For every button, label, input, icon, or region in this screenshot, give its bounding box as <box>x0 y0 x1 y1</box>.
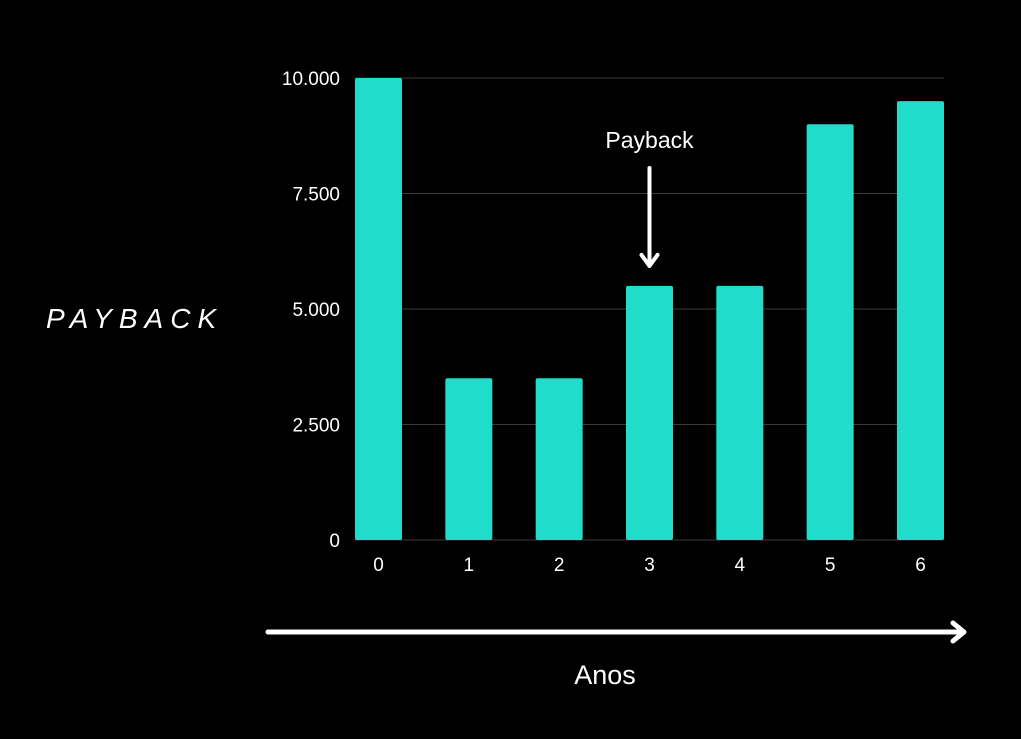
y-tick-label: 7.500 <box>292 185 340 206</box>
bar-3 <box>626 285 673 540</box>
x-tick-label: 3 <box>644 555 655 576</box>
annotation-text: Payback <box>605 127 694 153</box>
y-axis-ticks: 0 2.500 5.000 7.500 10.000 <box>282 69 340 552</box>
bar-5 <box>806 124 854 540</box>
x-tick-label: 2 <box>554 555 565 576</box>
x-tick-label: 1 <box>464 555 475 576</box>
x-axis-label: Anos <box>574 660 636 690</box>
x-axis-ticks: 0 1 2 3 4 5 6 <box>373 555 926 576</box>
y-tick-label: 5.000 <box>292 300 340 321</box>
x-tick-label: 6 <box>915 555 926 576</box>
annotation-arrow-head <box>639 252 660 268</box>
side-title: PAYBACK <box>46 303 224 334</box>
bar-1 <box>445 378 493 540</box>
y-tick-label: 2.500 <box>292 416 340 437</box>
bar-0 <box>355 78 402 540</box>
bar-6 <box>897 101 944 540</box>
annotation: Payback <box>605 127 694 268</box>
bars <box>355 78 944 540</box>
x-tick-label: 4 <box>735 555 746 576</box>
x-tick-label: 5 <box>825 555 836 576</box>
bar-2 <box>535 378 583 540</box>
y-tick-label: 10.000 <box>282 69 340 90</box>
y-tick-label: 0 <box>329 531 340 552</box>
bar-4 <box>716 285 764 540</box>
x-axis-arrow-head <box>950 620 967 644</box>
x-axis-arrow <box>265 620 967 644</box>
x-tick-label: 0 <box>373 555 384 576</box>
